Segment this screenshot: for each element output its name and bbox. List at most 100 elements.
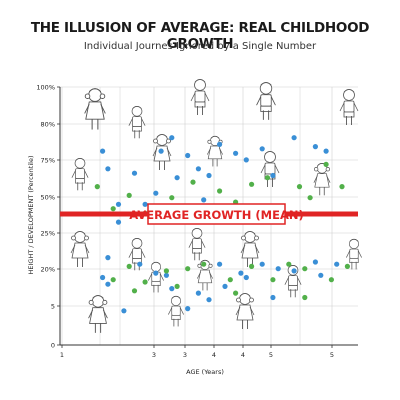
green-data-point	[185, 266, 191, 272]
green-data-point	[302, 266, 308, 272]
green-data-point	[142, 279, 148, 285]
boy-illustration	[128, 237, 146, 271]
y-tick-label: 5	[51, 302, 55, 310]
green-data-point	[201, 261, 207, 267]
blue-data-point	[206, 297, 212, 303]
blue-data-point	[195, 166, 201, 172]
green-data-point	[302, 294, 308, 301]
blue-data-point	[158, 148, 164, 154]
mean-label-box	[147, 203, 286, 225]
y-tick-label: 100%	[36, 83, 55, 91]
blue-data-point	[238, 270, 244, 276]
blue-data-point	[153, 190, 159, 196]
x-tick-label: 4	[212, 351, 216, 359]
green-data-point	[190, 179, 196, 185]
girl-illustration	[235, 293, 255, 329]
green-data-point	[94, 184, 100, 190]
green-data-point	[131, 288, 138, 294]
blue-data-point	[217, 261, 223, 267]
boy-illustration	[71, 157, 89, 191]
green-data-point	[323, 161, 329, 167]
blue-data-point	[131, 170, 138, 176]
y-tick-label: 50%	[41, 193, 55, 201]
tick-labels: 100% 80% 75% 50% 25% 20% 5 01 3 3 4 4 5 5	[36, 83, 334, 359]
blue-data-point	[291, 135, 297, 141]
blue-data-point	[259, 261, 265, 267]
green-data-point	[270, 277, 276, 283]
x-axis-title: AGE (Years)	[186, 368, 224, 376]
girl-illustration	[313, 162, 331, 196]
blue-data-point	[174, 175, 180, 181]
green-data-point	[174, 283, 180, 289]
boy-illustration	[128, 105, 146, 139]
green-data-point	[126, 192, 132, 198]
green-data-point	[249, 263, 255, 269]
y-tick-label: 75%	[41, 156, 55, 164]
boy-illustration	[339, 89, 359, 125]
blue-data-point	[105, 255, 111, 261]
green-data-point	[217, 188, 223, 194]
blue-data-point	[163, 272, 169, 278]
blue-data-point	[243, 157, 249, 163]
blue-data-point	[318, 272, 324, 278]
blue-data-point	[105, 281, 111, 287]
blue-data-point	[222, 283, 228, 289]
blue-data-point	[105, 166, 111, 172]
blue-data-point	[142, 201, 148, 207]
blue-data-point	[185, 152, 191, 159]
y-tick-label: 25%	[41, 229, 55, 237]
girl-illustration	[84, 88, 106, 130]
chart-subtitle: Individual Journes Ignored by a Single N…	[83, 41, 317, 52]
y-tick-label: 80%	[41, 120, 55, 128]
boy-illustration	[188, 227, 206, 261]
blue-data-point	[137, 261, 143, 267]
green-data-point	[286, 261, 292, 267]
blue-data-point	[270, 294, 276, 301]
green-data-point	[227, 277, 233, 283]
x-tick-label: 5	[330, 351, 334, 359]
green-data-point	[264, 175, 271, 181]
blue-data-point	[270, 172, 276, 179]
blue-data-point	[195, 290, 201, 296]
blue-data-point	[185, 306, 191, 312]
y-tick-label: 20%	[41, 265, 55, 273]
data-points	[94, 135, 350, 314]
boy-illustration	[168, 295, 184, 327]
girl-illustration	[88, 295, 108, 333]
blue-data-point	[312, 259, 318, 265]
blue-data-point	[201, 197, 207, 203]
green-data-point	[233, 290, 239, 296]
chart-title: THE ILLUSION OF AVERAGE: REAL CHILDHOOD …	[30, 20, 370, 52]
green-data-point	[110, 277, 116, 283]
blue-data-point	[323, 148, 329, 154]
blue-data-point	[233, 150, 239, 156]
green-data-point	[307, 195, 313, 201]
green-data-point	[339, 184, 345, 190]
x-tick-label: 3	[152, 351, 156, 359]
boy-illustration	[148, 261, 164, 293]
blue-data-point	[169, 135, 175, 141]
boy-illustration	[346, 238, 362, 270]
green-data-point	[169, 195, 175, 201]
girl-illustration	[240, 231, 260, 267]
green-data-point	[126, 263, 132, 269]
y-axis-title: HEIGHT / DEVELOPMENT (Percentile)	[27, 156, 35, 275]
green-data-point	[328, 277, 334, 283]
mean-line-label: AVERAGE GROWTH (MEAN)	[129, 208, 304, 222]
blue-data-point	[243, 274, 249, 281]
boy-illustration	[284, 264, 302, 298]
girl-illustration	[207, 135, 223, 167]
boy-illustration	[260, 151, 280, 187]
blue-data-point	[100, 274, 106, 281]
boy-illustration	[190, 79, 210, 115]
green-data-point	[296, 184, 303, 190]
x-tick-label: 4	[241, 351, 245, 359]
blue-data-point	[312, 144, 318, 150]
blue-data-point	[121, 308, 127, 314]
x-tick-label: 1	[60, 351, 64, 359]
blue-data-point	[217, 141, 223, 147]
blue-data-point	[153, 270, 159, 276]
blue-data-point	[275, 266, 281, 272]
blue-data-point	[259, 146, 265, 152]
